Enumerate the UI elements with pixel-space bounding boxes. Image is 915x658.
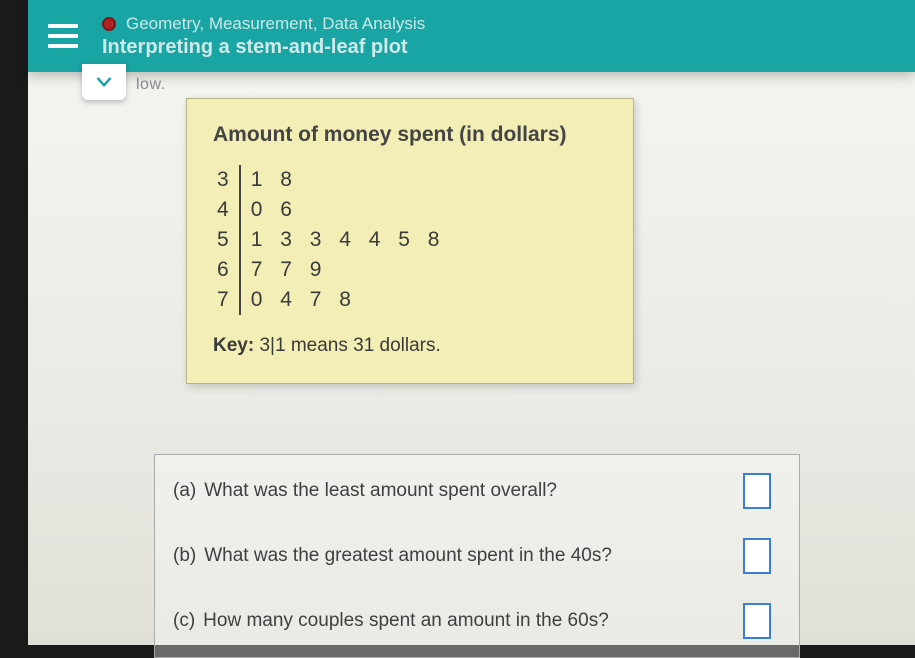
header-text-block: Geometry, Measurement, Data Analysis Int…	[102, 14, 425, 59]
questions-panel: (a) What was the least amount spent over…	[154, 454, 800, 658]
stem-leaf-row: 5 1 3 3 4 4 5 8	[213, 225, 449, 255]
question-row-a: (a) What was the least amount spent over…	[155, 459, 799, 523]
leaves-cell: 7 7 9	[240, 255, 450, 285]
stem-cell: 4	[213, 195, 240, 225]
page-surface: Geometry, Measurement, Data Analysis Int…	[28, 0, 915, 645]
stem-leaf-row: 3 1 8	[213, 165, 449, 195]
stem-cell: 6	[213, 255, 240, 285]
question-row-b: (b) What was the greatest amount spent i…	[155, 523, 799, 588]
question-label: (c)	[173, 610, 195, 632]
key-text: 3|1 means 31 dollars.	[254, 335, 441, 356]
breadcrumb: Geometry, Measurement, Data Analysis	[126, 14, 425, 34]
question-row-c: (c) How many couples spent an amount in …	[155, 588, 799, 653]
stem-leaf-title: Amount of money spent (in dollars)	[213, 123, 607, 147]
stem-cell: 5	[213, 225, 240, 255]
question-label: (b)	[173, 545, 196, 567]
stem-cell: 3	[213, 165, 240, 195]
hamburger-menu-icon[interactable]	[48, 24, 78, 48]
expand-chevron-button[interactable]	[82, 64, 126, 100]
question-number: 60	[568, 610, 589, 631]
previous-text-fragment: low.	[136, 76, 166, 94]
top-bar: Geometry, Measurement, Data Analysis Int…	[28, 0, 915, 72]
question-number: 40	[571, 545, 592, 566]
question-text: What was the greatest amount spent in th…	[204, 545, 612, 567]
stem-cell: 7	[213, 285, 240, 315]
question-pre: How many couples spent an amount in the	[203, 610, 567, 631]
chevron-down-icon	[94, 72, 114, 92]
answer-input-a[interactable]	[743, 473, 771, 509]
record-dot-icon	[102, 17, 116, 31]
question-text: What was the least amount spent overall?	[204, 480, 557, 502]
stem-leaf-row: 6 7 7 9	[213, 255, 449, 285]
answer-input-b[interactable]	[743, 538, 771, 574]
stem-leaf-plot: 3 1 8 4 0 6 5 1 3 3 4 4 5 8 6 7 7 9 7 0 …	[213, 165, 449, 315]
stem-leaf-row: 7 0 4 7 8	[213, 285, 449, 315]
leaves-cell: 1 3 3 4 4 5 8	[240, 225, 450, 255]
question-text: How many couples spent an amount in the …	[203, 610, 609, 632]
key-label: Key:	[213, 335, 254, 356]
answer-input-c[interactable]	[743, 603, 771, 639]
leaves-cell: 0 6	[240, 195, 450, 225]
leaves-cell: 0 4 7 8	[240, 285, 450, 315]
question-pre: What was the greatest amount spent in th…	[204, 545, 570, 566]
question-suffix: s?	[589, 610, 609, 631]
stem-leaf-panel: Amount of money spent (in dollars) 3 1 8…	[186, 98, 634, 384]
question-label: (a)	[173, 480, 196, 502]
stem-leaf-key: Key: 3|1 means 31 dollars.	[213, 335, 607, 357]
lesson-title: Interpreting a stem-and-leaf plot	[102, 36, 425, 59]
leaves-cell: 1 8	[240, 165, 450, 195]
question-suffix: s?	[592, 545, 612, 566]
stem-leaf-row: 4 0 6	[213, 195, 449, 225]
